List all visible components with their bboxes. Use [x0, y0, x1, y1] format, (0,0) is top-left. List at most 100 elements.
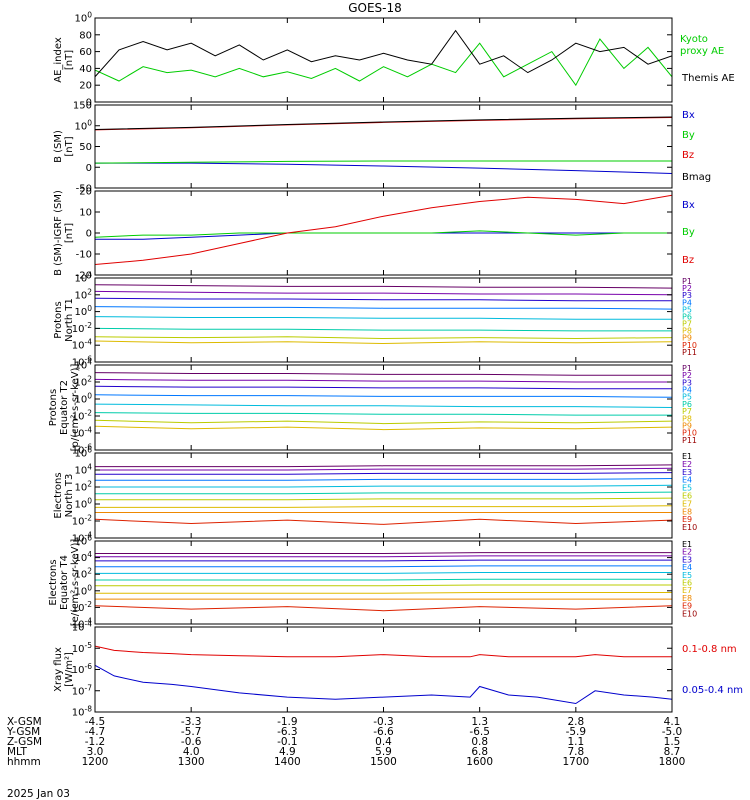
series-xray-0-05-0-4-nm [95, 664, 672, 705]
series-protons-north-p8 [95, 340, 672, 345]
channel-label: E3 [682, 555, 692, 564]
series-protons-north-p5 [95, 316, 672, 320]
series-protons-north-p7 [95, 336, 672, 340]
series-ae-themis-ae [95, 29, 672, 78]
channel-label: P9 [682, 334, 692, 343]
y-axis-label: Protons [53, 301, 64, 338]
y-axis-label: North T1 [64, 298, 75, 342]
y-tick-label: 100 [74, 304, 92, 318]
series-bigrf-bz [95, 194, 672, 265]
series-electrons-equator-e5 [95, 572, 672, 574]
series-xray-0-1-0-8-nm [95, 645, 672, 658]
y-tick-label: 106 [74, 446, 92, 460]
y-axis-label: Equator T4 [59, 555, 70, 610]
y-tick-label: 104 [74, 271, 92, 285]
orbit-value: 1400 [274, 756, 301, 768]
orbit-value: 8.7 [664, 746, 681, 758]
channel-label: E8 [682, 507, 692, 516]
channel-label: E1 [682, 452, 692, 461]
panel-frame [94, 277, 673, 363]
y-tick-label: 60 [79, 47, 92, 58]
orbit-row-label: Y-GSM [6, 726, 40, 738]
channel-label: E4 [682, 476, 692, 485]
y-tick-label: 0 [86, 229, 92, 240]
orbit-value: 6.8 [471, 746, 488, 758]
channel-label: E7 [682, 586, 692, 595]
channel-label: E5 [682, 571, 692, 580]
legend-label: By [682, 130, 695, 141]
channel-label: P9 [682, 421, 692, 430]
orbit-value: -5.9 [566, 726, 587, 738]
y-tick-label: 0 [86, 163, 92, 174]
orbit-value: -0.3 [373, 716, 394, 728]
channel-label: P3 [682, 291, 692, 300]
series-electrons-equator-e2 [95, 555, 672, 558]
orbit-value: 4.0 [183, 746, 200, 758]
panel-bigrf: -20 -10 0 10 20 B (SM)-IGRF (SM) [nT] Bx By Bz [53, 187, 695, 282]
y-tick-label: 104 [74, 463, 92, 477]
y-tick-label: 10 [79, 208, 92, 219]
y-axis-label: Xray flux [53, 647, 64, 692]
panel-frame [94, 364, 673, 451]
y-axis-label: B (SM)-IGRF (SM) [53, 190, 64, 276]
orbit-value: -3.3 [181, 716, 202, 728]
channel-label: P5 [682, 305, 692, 314]
legend-label: Bx [682, 110, 695, 121]
orbit-value: 1500 [370, 756, 397, 768]
y-tick-label: 100 [74, 497, 92, 511]
legend-kyoto: Kyoto [680, 34, 708, 45]
orbit-value: 3.0 [87, 746, 104, 758]
orbit-value: -4.7 [85, 726, 106, 738]
channel-label: E4 [682, 563, 692, 572]
y-axis-label: Electrons [53, 472, 64, 518]
legend-label: Bx [682, 200, 695, 211]
channel-label: P2 [682, 284, 692, 293]
legend-label: 0.05-0.4 nm [682, 685, 743, 696]
series-electrons-north-e3 [95, 472, 672, 475]
orbit-value: 1.1 [567, 736, 584, 748]
orbit-value: -5.0 [662, 726, 683, 738]
orbit-value: -0.6 [181, 736, 202, 748]
channel-label: P11 [682, 436, 697, 445]
orbit-value: -0.1 [277, 736, 298, 748]
series-protons-north-p4 [95, 306, 672, 310]
series-electrons-north-e5 [95, 484, 672, 488]
y-axis-label: Protons [48, 389, 59, 426]
orbit-value: 1700 [562, 756, 589, 768]
channel-label: P3 [682, 378, 692, 387]
legend-label: By [682, 227, 695, 238]
orbit-value: 1.5 [664, 736, 681, 748]
orbit-row-label: hhmm [7, 756, 41, 768]
y-axis-label: [nT] [64, 223, 75, 243]
legend-themis-ae: Themis AE [681, 73, 735, 84]
channel-label: P7 [682, 320, 692, 329]
orbit-value: 0.8 [471, 736, 488, 748]
y-tick-label: 20 [79, 81, 92, 92]
channel-label: E6 [682, 579, 692, 588]
panel-bsm: -50 0 50 100 150 B (SM) [nT] Bx By Bz Bmag [53, 101, 711, 195]
orbit-value: 7.8 [567, 746, 584, 758]
channel-label: E1 [682, 540, 692, 549]
series-ae-kyoto-proxy-ae [95, 38, 672, 87]
channel-label: P2 [682, 371, 692, 380]
y-tick-label: 40 [79, 64, 92, 75]
orbit-value: 4.1 [664, 716, 681, 728]
legend-label: Bz [682, 255, 694, 266]
y-axis-label: Equator T2 [59, 380, 70, 435]
panel-frame [94, 626, 673, 713]
orbit-value: 1200 [82, 756, 109, 768]
y-axis-label: AE_index [53, 37, 64, 83]
y-tick-label: 150 [73, 101, 92, 112]
series-protons-equator-p5 [95, 403, 672, 408]
series-protons-equator-p6 [95, 412, 672, 416]
orbit-value: -4.5 [85, 716, 106, 728]
series-electrons-equator-e6 [95, 578, 672, 581]
y-tick-label: 0 [86, 98, 92, 109]
series-electrons-north-e1 [95, 464, 672, 468]
